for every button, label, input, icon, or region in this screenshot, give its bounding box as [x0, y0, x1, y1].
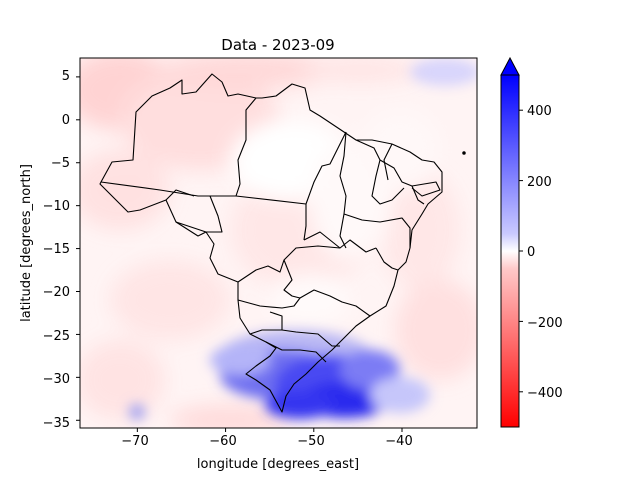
axes-frame	[79, 57, 478, 429]
colorbar-extend-arrow	[500, 56, 520, 76]
x-tick-label: −70	[121, 434, 148, 449]
y-tick-label: −10	[43, 199, 70, 214]
x-tick-label: −50	[297, 434, 324, 449]
y-tick-label: −15	[43, 242, 70, 257]
y-tick-label: −5	[51, 156, 70, 171]
y-tick-label: −30	[43, 372, 70, 387]
y-tick-label: 0	[62, 113, 70, 128]
data-field	[80, 58, 477, 428]
y-axis: 5 0 −5 −10 −15 −20 −25 −30 −35 latitude …	[19, 69, 80, 431]
colorbar-tick-label: −400	[527, 386, 563, 401]
y-tick-label: 5	[62, 69, 70, 84]
colorbar-tick-label: 0	[527, 245, 535, 260]
y-tick-label: −25	[43, 329, 70, 344]
state-borders	[99, 73, 466, 413]
x-axis: −70 −60 −50 −40 longitude [degrees_east]	[121, 428, 413, 472]
brazil-outline	[99, 73, 443, 413]
x-tick-label: −60	[209, 434, 236, 449]
x-tick-label: −40	[385, 434, 412, 449]
colorbar-tick-label: −200	[527, 316, 563, 331]
colorbar-body	[500, 74, 520, 428]
chart-title: Data - 2023-09	[221, 36, 334, 54]
y-axis-label: latitude [degrees_north]	[19, 164, 34, 322]
y-tick-label: −20	[43, 285, 70, 300]
x-axis-label: longitude [degrees_east]	[197, 457, 359, 472]
colorbar-tick-label: 200	[527, 175, 552, 190]
colorbar-tick-label: 400	[527, 104, 552, 119]
y-tick-label: −35	[43, 416, 70, 431]
colorbar: 400 200 0 −200 −400	[500, 56, 563, 428]
